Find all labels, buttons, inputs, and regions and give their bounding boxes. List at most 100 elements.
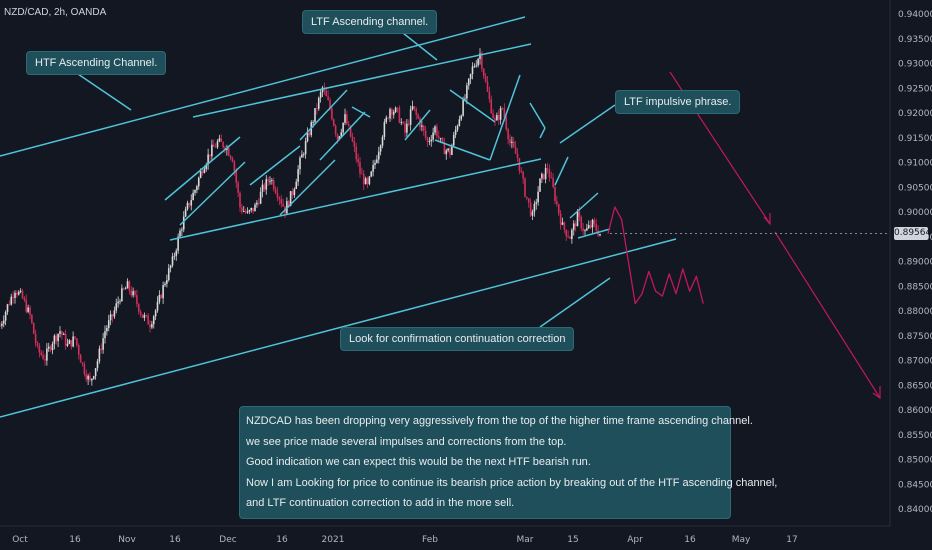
pointer-htf [74,71,132,111]
candle-body [505,117,508,130]
candle-body [205,164,208,170]
candle-body [507,129,509,140]
candle-body [407,123,410,125]
candle-body [151,324,153,328]
time-tick-label: Mar [517,535,534,545]
note-confirmation[interactable]: Look for confirmation continuation corre… [340,327,575,351]
candle-body [304,141,307,155]
candle-body [216,141,219,148]
candle-body [355,146,358,160]
candle-body [207,154,209,165]
candle-body [192,192,194,201]
candle-body [422,125,425,131]
candle-body [452,134,455,146]
candle-body [454,129,457,135]
candle-body [259,191,262,204]
candle-body [563,222,566,230]
candle-body [47,346,50,349]
candle-body [190,200,193,206]
candle-body [57,333,59,342]
note-htf-channel[interactable]: HTF Ascending Channel. [26,51,167,75]
candle-body [235,170,238,183]
structure-leg [299,89,348,141]
candle-body [439,137,442,139]
candle-body [511,141,513,143]
candle-body [248,210,251,212]
candle-body [364,178,367,185]
candle-body [582,228,584,231]
candle-body [462,99,464,116]
candle-body [494,118,496,121]
candle-body [81,362,84,365]
projection-arrow-line [774,231,881,399]
candle-body [409,109,412,125]
candle-body [377,151,380,160]
candle-body [464,98,466,100]
candle-body [387,117,389,119]
pointer-ltf [402,32,438,61]
candle-body [242,211,245,212]
candlestick-series [0,48,601,386]
candle-body [331,108,333,120]
candle-body [229,155,232,159]
candle-body [227,147,230,156]
candle-body [173,255,176,257]
candle-body [321,87,324,93]
candle-body [535,202,538,204]
candle-body [338,136,341,140]
candle-body [121,288,123,302]
candle-body [516,153,519,158]
candle-body [62,333,65,335]
candle-body [181,229,183,231]
price-tick-label: 0.87000 [898,357,932,367]
note-ltf-impulsive[interactable]: LTF impulsive phrase. [615,90,741,114]
candle-body [295,181,298,189]
price-tick-label: 0.91000 [898,159,932,169]
candle-body [349,125,352,137]
price-tick-label: 0.93000 [898,60,932,70]
candle-body [381,136,384,146]
candle-body [44,359,46,361]
candle-body [319,92,322,98]
candle-body [593,219,596,224]
candle-body [376,159,378,163]
candle-body [166,280,168,284]
candle-body [222,141,224,148]
candle-body [314,108,316,122]
candle-body [379,145,382,152]
candle-body [282,203,284,207]
commentary-box[interactable]: NZDCAD has been dropping very aggressive… [239,406,778,519]
candle-body [437,136,440,139]
candle-body [587,225,590,229]
candle-body [169,265,172,269]
time-tick-label: Oct [12,535,28,545]
candle-body [426,137,429,142]
candle-body [488,91,491,100]
candle-body [571,229,573,239]
commentary-line: and LTF continuation correction to add i… [246,497,515,509]
candle-body [370,171,373,177]
candle-body [574,223,577,227]
candle-body [445,150,448,155]
structure-leg [351,106,371,118]
time-tick-label: 16 [684,535,696,545]
candle-body [137,303,140,312]
candle-body [199,171,202,178]
candle-body [276,192,279,198]
candle-body [481,53,483,69]
candle-body [436,126,438,137]
candle-body [250,207,253,211]
current-price-label: 0.89564 [894,227,932,240]
candle-body [36,342,39,346]
commentary-line: Now I am Looking for price to continue i… [246,476,778,489]
candle-body [383,122,386,137]
candle-body [214,146,217,148]
candle-body [21,290,24,299]
candle-body [533,203,536,212]
note-ltf-channel[interactable]: LTF Ascending channel. [302,10,438,34]
candle-body [143,315,146,318]
candle-body [385,117,388,123]
candle-body [25,299,28,312]
